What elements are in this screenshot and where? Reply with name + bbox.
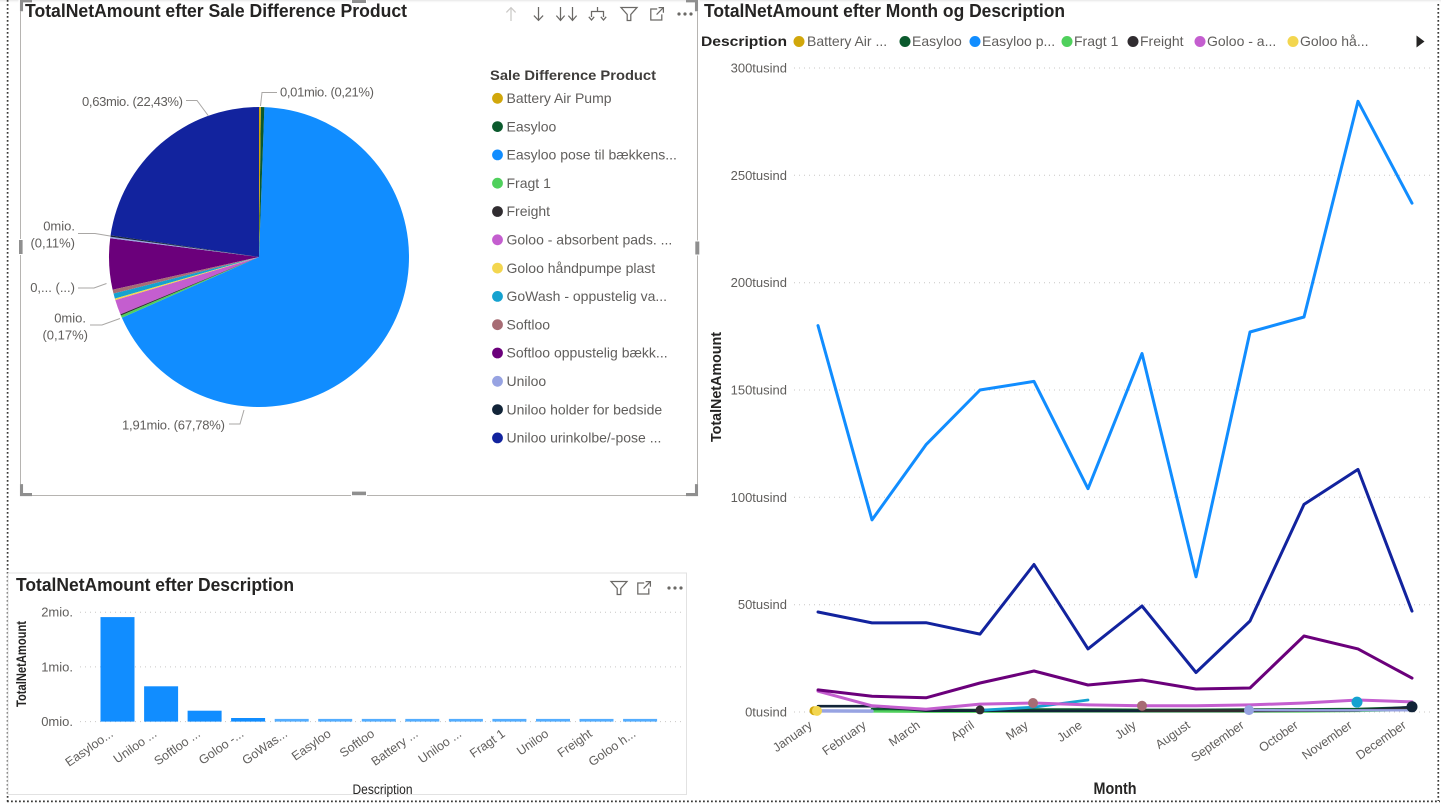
svg-text:Battery Air Pump: Battery Air Pump bbox=[507, 90, 612, 106]
svg-text:Fragt 1: Fragt 1 bbox=[1074, 33, 1119, 49]
svg-text:0tusind: 0tusind bbox=[745, 705, 787, 720]
svg-text:Uniloo urinkolbe/-pose ...: Uniloo urinkolbe/-pose ... bbox=[507, 430, 662, 446]
svg-text:(0,11%): (0,11%) bbox=[30, 236, 75, 251]
svg-text:Goloo hå...: Goloo hå... bbox=[1300, 33, 1369, 49]
svg-text:0,... (...): 0,... (...) bbox=[30, 280, 75, 295]
svg-text:Freight: Freight bbox=[507, 203, 551, 219]
svg-text:Goloo - absorbent pads. ...: Goloo - absorbent pads. ... bbox=[507, 232, 673, 248]
svg-text:Freight: Freight bbox=[1140, 33, 1184, 49]
svg-text:0mio.: 0mio. bbox=[41, 714, 73, 729]
svg-text:0mio.: 0mio. bbox=[54, 311, 86, 326]
svg-text:TotalNetAmount: TotalNetAmount bbox=[708, 332, 725, 442]
svg-text:2mio.: 2mio. bbox=[41, 605, 73, 620]
svg-text:TotalNetAmount efter Month og: TotalNetAmount efter Month og Descriptio… bbox=[704, 1, 1065, 21]
svg-text:Goloo håndpumpe plast: Goloo håndpumpe plast bbox=[507, 260, 656, 276]
svg-text:300tusind: 300tusind bbox=[731, 61, 787, 76]
svg-text:TotalNetAmount efter Sale Diff: TotalNetAmount efter Sale Difference Pro… bbox=[25, 1, 407, 21]
svg-text:0,63mio. (22,43%): 0,63mio. (22,43%) bbox=[82, 94, 183, 109]
svg-text:Easyloo pose til bækkens...: Easyloo pose til bækkens... bbox=[507, 147, 677, 163]
svg-text:Battery Air ...: Battery Air ... bbox=[807, 33, 887, 49]
svg-text:Uniloo: Uniloo bbox=[507, 373, 547, 389]
svg-text:150tusind: 150tusind bbox=[731, 383, 787, 398]
svg-text:Goloo - a...: Goloo - a... bbox=[1207, 33, 1276, 49]
svg-text:1mio.: 1mio. bbox=[41, 659, 73, 674]
svg-text:50tusind: 50tusind bbox=[738, 597, 787, 612]
svg-text:Easyloo p...: Easyloo p... bbox=[982, 33, 1055, 49]
svg-text:Easyloo: Easyloo bbox=[507, 118, 557, 134]
svg-text:Sale Difference Product: Sale Difference Product bbox=[490, 67, 656, 83]
svg-text:100tusind: 100tusind bbox=[731, 490, 787, 505]
svg-text:Description: Description bbox=[701, 34, 787, 49]
svg-text:Easyloo: Easyloo bbox=[912, 33, 962, 49]
svg-text:Softloo: Softloo bbox=[507, 316, 551, 332]
svg-text:Description: Description bbox=[353, 782, 413, 797]
svg-text:Softloo oppustelig bækk...: Softloo oppustelig bækk... bbox=[507, 345, 668, 361]
svg-text:Fragt 1: Fragt 1 bbox=[507, 175, 552, 191]
svg-text:250tusind: 250tusind bbox=[731, 168, 787, 183]
svg-text:GoWash - oppustelig va...: GoWash - oppustelig va... bbox=[507, 288, 668, 304]
svg-text:0mio.: 0mio. bbox=[43, 219, 75, 234]
svg-text:Uniloo holder for bedside: Uniloo holder for bedside bbox=[507, 401, 663, 417]
svg-text:200tusind: 200tusind bbox=[731, 275, 787, 290]
svg-text:TotalNetAmount: TotalNetAmount bbox=[14, 621, 29, 707]
svg-text:TotalNetAmount efter Descripti: TotalNetAmount efter Description bbox=[16, 575, 294, 595]
svg-text:(0,17%): (0,17%) bbox=[42, 328, 88, 343]
svg-text:Month: Month bbox=[1094, 780, 1137, 798]
svg-text:1,91mio. (67,78%): 1,91mio. (67,78%) bbox=[122, 418, 225, 433]
svg-text:0,01mio. (0,21%): 0,01mio. (0,21%) bbox=[280, 85, 374, 100]
